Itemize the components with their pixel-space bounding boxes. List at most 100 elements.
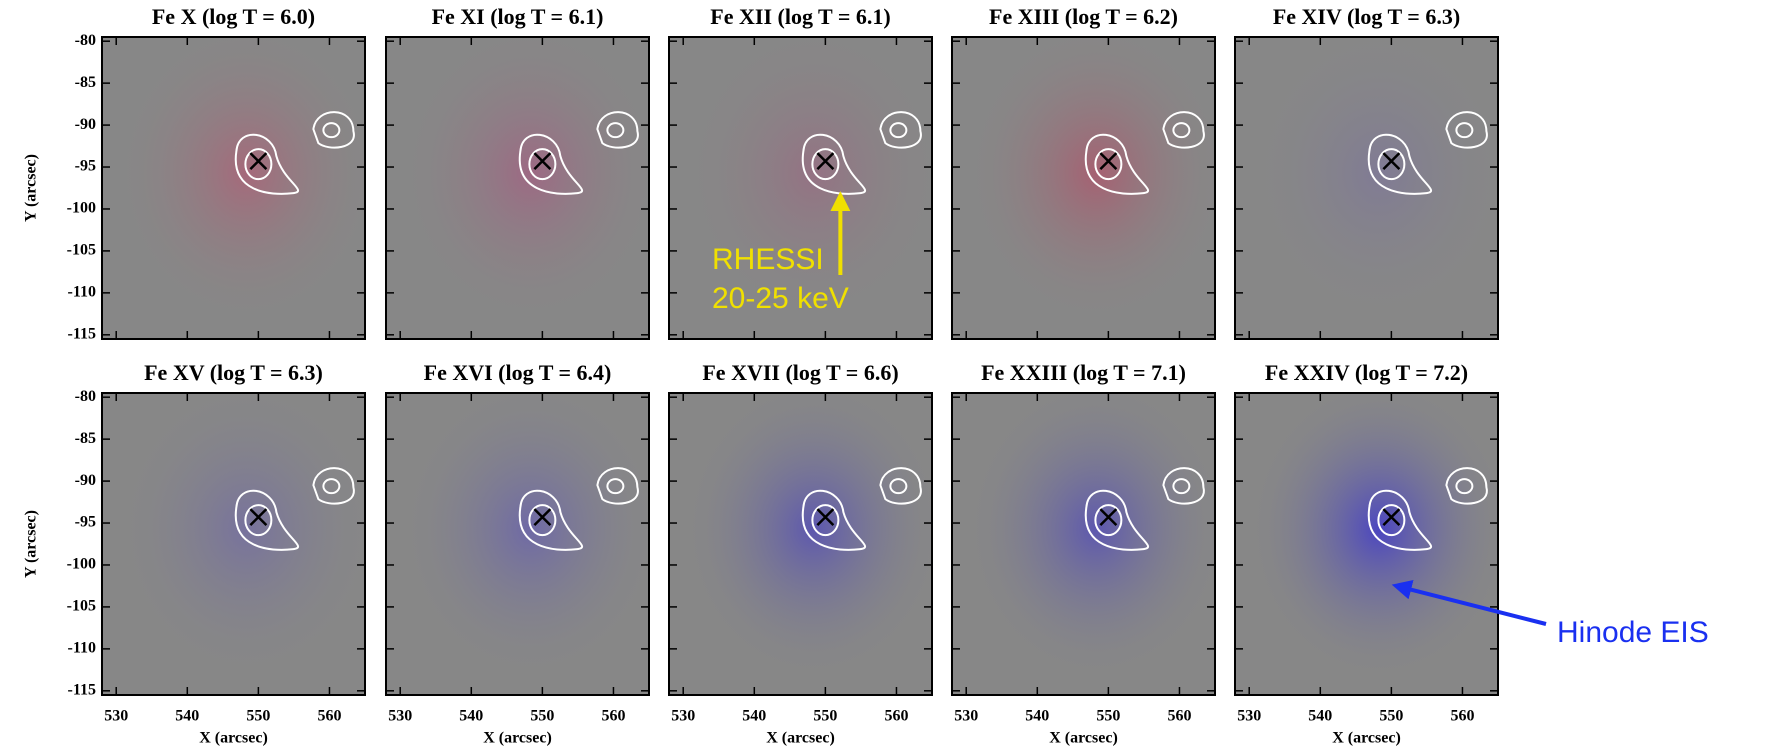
x-tick-label: 540 (459, 708, 483, 725)
frame (1234, 36, 1499, 340)
y-tick-label: -100 (67, 556, 96, 573)
contour (1455, 478, 1474, 495)
contour (1377, 148, 1406, 181)
y-tick-label: -105 (67, 242, 96, 259)
y-tick-label: -90 (75, 116, 96, 133)
y-tick-label: -85 (75, 74, 96, 91)
x-axis-label: X (arcsec) (483, 730, 552, 747)
contour (1455, 122, 1474, 139)
contour (528, 148, 557, 181)
contour (801, 489, 867, 551)
y-tick-label: -110 (68, 284, 96, 301)
x-tick-label: 540 (742, 708, 766, 725)
panel-title: Fe XV (log T = 6.3) (144, 360, 323, 385)
contour (244, 148, 273, 181)
contour (1367, 133, 1433, 195)
contour (606, 478, 625, 495)
frame (385, 392, 650, 696)
contour (801, 133, 867, 195)
frame (385, 36, 650, 340)
x-axis-label: X (arcsec) (1049, 730, 1118, 747)
panel-title: Fe XIII (log T = 6.2) (989, 4, 1178, 29)
x-tick-label: 560 (601, 708, 625, 725)
x-tick-label: 550 (1096, 708, 1120, 725)
y-tick-label: -115 (68, 681, 96, 698)
image-tint (1235, 393, 1498, 695)
frame (1234, 392, 1499, 696)
image-tint (386, 37, 649, 339)
image-tint (386, 393, 649, 695)
contour (811, 148, 840, 181)
contour (1445, 111, 1488, 149)
image-tint (952, 393, 1215, 695)
y-tick-label: -85 (75, 430, 96, 447)
image-tint (669, 37, 932, 339)
contour (879, 111, 922, 149)
panel-title: Fe XI (log T = 6.1) (432, 4, 604, 29)
annotation-arrow (1391, 579, 1547, 626)
contour (1094, 148, 1123, 181)
x-axis-label: X (arcsec) (1332, 730, 1401, 747)
y-axis-label: Y (arcsec) (23, 154, 40, 222)
frame (101, 36, 366, 340)
y-tick-label: -115 (68, 325, 96, 342)
contour (1172, 122, 1191, 139)
x-tick-label: 530 (1237, 708, 1261, 725)
contour (889, 122, 908, 139)
x-axis-label: X (arcsec) (766, 730, 835, 747)
image-tint (102, 37, 365, 339)
contour (1172, 478, 1191, 495)
contour (811, 504, 840, 537)
panel-title: Fe XII (log T = 6.1) (710, 4, 890, 29)
rhessi-marker (533, 508, 552, 527)
rhessi-marker (533, 152, 552, 171)
contour (312, 467, 355, 505)
contour (528, 504, 557, 537)
contour (244, 504, 273, 537)
contour (1094, 504, 1123, 537)
contour (234, 133, 300, 195)
contour (1084, 133, 1150, 195)
contour (606, 122, 625, 139)
contour (1162, 111, 1205, 149)
contour (322, 478, 341, 495)
x-tick-label: 540 (1025, 708, 1049, 725)
rhessi-marker (249, 152, 268, 171)
x-tick-label: 530 (104, 708, 128, 725)
x-tick-label: 530 (954, 708, 978, 725)
x-tick-label: 560 (884, 708, 908, 725)
frame (668, 392, 933, 696)
frame (668, 36, 933, 340)
image-tint (102, 393, 365, 695)
y-tick-label: -90 (75, 472, 96, 489)
rhessi-marker (816, 152, 835, 171)
contour (596, 111, 639, 149)
x-tick-label: 550 (1379, 708, 1403, 725)
contour (1445, 467, 1488, 505)
panel-title: Fe XVI (log T = 6.4) (424, 360, 612, 385)
frame (101, 392, 366, 696)
frame (951, 36, 1216, 340)
contour (518, 489, 584, 551)
panel-title: Fe XVII (log T = 6.6) (702, 360, 898, 385)
y-tick-label: -105 (67, 598, 96, 615)
rhessi-marker (1099, 152, 1118, 171)
frame (951, 392, 1216, 696)
contour (596, 467, 639, 505)
contour (1162, 467, 1205, 505)
y-tick-label: -80 (75, 32, 96, 49)
x-tick-label: 530 (671, 708, 695, 725)
contour (518, 133, 584, 195)
x-tick-label: 530 (388, 708, 412, 725)
y-axis-label: Y (arcsec) (23, 510, 40, 578)
image-tint (669, 393, 932, 695)
y-tick-label: -95 (75, 158, 96, 175)
contour (889, 478, 908, 495)
y-tick-label: -95 (75, 514, 96, 531)
panel-title: Fe XXIV (log T = 7.2) (1265, 360, 1468, 385)
y-tick-label: -100 (67, 200, 96, 217)
annotation: 20-25 keV (712, 282, 849, 315)
rhessi-marker (1099, 508, 1118, 527)
x-tick-label: 550 (246, 708, 270, 725)
